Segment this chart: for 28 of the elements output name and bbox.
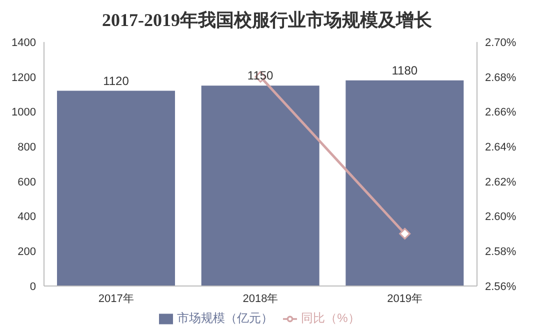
y-tick-label: 1000 [12,106,36,119]
bar [346,80,464,286]
y-tick-label: 800 [18,141,36,154]
y2-tick-label: 2.58% [485,246,516,258]
y2-tick-label: 2.64% [485,141,516,154]
data-label: 1180 [392,63,418,78]
y-tick-label: 200 [18,246,36,258]
y-tick-label: 0 [30,280,36,293]
y2-tick-label: 2.66% [485,106,516,119]
data-label: 1120 [103,74,130,88]
y-tick-label: 1200 [12,72,36,84]
y2-tick-label: 2.60% [485,211,516,224]
y-tick-label: 400 [18,211,36,224]
data-label: 1150 [247,68,274,83]
y2-tick-label: 2.68% [485,72,516,84]
y2-tick-label: 2.56% [485,280,516,293]
legend-label: 同比（%） [301,311,360,325]
chart-title: 2017-2019年我国校服行业市场规模及增长 [101,9,433,32]
legend-label: 市场规模（亿元） [177,311,274,325]
bar [57,90,175,286]
x-tick-label: 2018年 [242,292,278,305]
y2-tick-label: 2.70% [485,36,516,49]
x-tick-label: 2019年 [387,292,423,305]
bar [201,86,320,286]
y2-tick-label: 2.62% [485,176,516,188]
x-tick-label: 2017年 [98,292,134,305]
y-tick-label: 600 [18,176,36,188]
y-tick-label: 1400 [12,36,36,49]
